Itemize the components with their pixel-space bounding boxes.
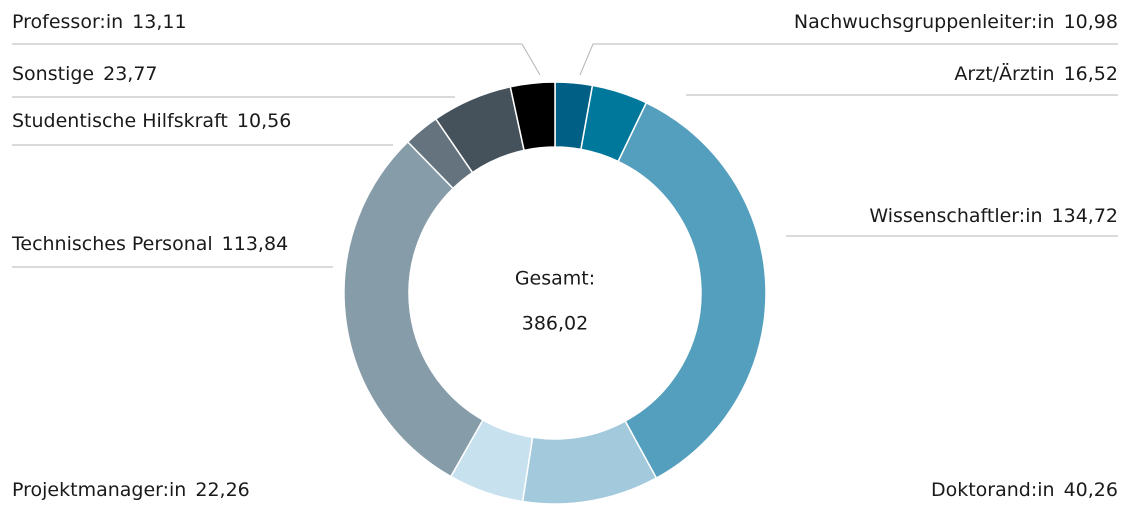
slice-label: Wissenschaftler:in 134,72 [869,205,1118,227]
label-value: 10,56 [237,110,291,132]
label-value: 134,72 [1052,205,1118,227]
label-name: Wissenschaftler:in [869,205,1042,227]
label-value: 13,11 [132,11,186,33]
slice-label: Doktorand:in 40,26 [931,479,1118,501]
slice-label: Nachwuchsgruppenleiter:in 10,98 [794,11,1118,33]
center-title: Gesamt: [515,268,595,290]
leader-line [12,43,541,76]
label-name: Sonstige [12,63,94,85]
center-total: 386,02 [522,313,588,335]
slice-label: Studentische Hilfskraft 10,56 [12,110,291,132]
slice-label: Technisches Personal 113,84 [11,233,288,255]
donut-slice [617,101,767,480]
slice-label: Sonstige 23,77 [12,63,158,85]
label-value: 22,26 [195,479,249,501]
label-value: 16,52 [1064,63,1118,85]
label-name: Arzt/Ärztin [954,62,1054,85]
donut-slice [509,81,556,152]
label-name: Doktorand:in [931,479,1055,501]
leader-line [579,43,1118,76]
label-name: Nachwuchsgruppenleiter:in [794,11,1055,33]
slice-label: Projektmanager:in 22,26 [12,479,250,501]
slice-label: Arzt/Ärztin 16,52 [954,62,1118,85]
label-value: 113,84 [222,233,288,255]
label-value: 23,77 [103,63,157,85]
donut-slice [343,140,484,478]
label-name: Projektmanager:in [12,479,186,501]
label-value: 40,26 [1064,479,1118,501]
label-name: Professor:in [12,11,123,33]
label-name: Studentische Hilfskraft [12,110,228,132]
label-value: 10,98 [1064,11,1118,33]
slice-label: Professor:in 13,11 [12,11,187,33]
label-name: Technisches Personal [11,233,213,255]
